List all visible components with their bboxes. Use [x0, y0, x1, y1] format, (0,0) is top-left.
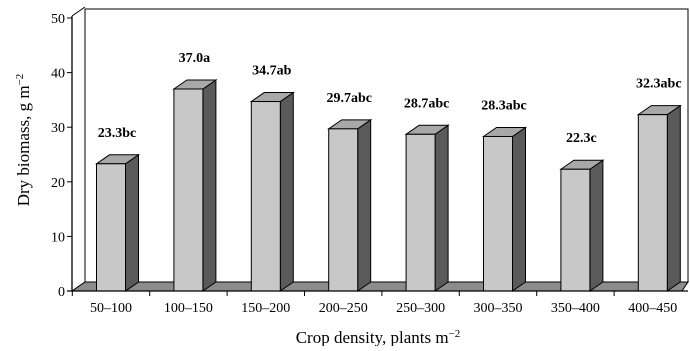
chart-walls	[70, 8, 689, 292]
bar-front	[250, 101, 281, 292]
data-label: 28.3abc	[481, 98, 527, 113]
x-tick-label: 350–400	[551, 301, 600, 316]
y-tick-label: 20	[51, 176, 65, 191]
bar-350–400	[559, 159, 605, 292]
bar-front	[328, 128, 359, 292]
y-axis-title: Dry biomass, g m−2	[14, 74, 33, 207]
x-tick-label: 400–450	[628, 301, 677, 316]
data-label: 22.3c	[566, 131, 597, 146]
bar-front	[637, 114, 668, 292]
bar-side	[279, 91, 294, 292]
x-tick-label: 100–150	[164, 301, 213, 316]
bar-250–300	[404, 124, 450, 292]
y-axis: 0 10 20 30 40 50	[51, 6, 86, 300]
y-axis-title-text: Dry biomass, g m	[14, 85, 33, 206]
bar-front	[405, 133, 436, 292]
y-tick-label: 10	[51, 230, 65, 245]
data-label: 37.0a	[179, 51, 211, 66]
y-axis-title-exponent: −2	[14, 74, 26, 86]
data-label: 23.3bc	[98, 126, 137, 141]
bar-400–450	[636, 104, 682, 292]
x-axis: 50–100 100–150 150–200 200–250 250–300 300–35…	[67, 290, 688, 316]
x-axis-title: Crop density, plants m−2	[296, 328, 461, 346]
x-tick-label: 300–350	[474, 301, 523, 316]
y-tick-label: 40	[51, 67, 65, 82]
bar-50–100	[94, 153, 141, 292]
x-tick-label: 200–250	[319, 301, 368, 316]
bar-side	[666, 104, 681, 292]
bar-side	[434, 124, 449, 292]
bar-side	[202, 79, 217, 292]
x-tick-label: 50–100	[90, 301, 132, 316]
x-tick-label: 150–200	[241, 301, 290, 316]
bar-200–250	[327, 118, 373, 292]
bar-100–150	[172, 79, 218, 292]
y-tick-label: 50	[51, 12, 65, 27]
bar-side	[589, 159, 604, 292]
bar-300–350	[481, 126, 528, 292]
bar-side	[125, 153, 139, 292]
bar-front	[96, 163, 126, 292]
x-axis-title-text: Crop density, plants m	[296, 328, 449, 346]
x-tick-label: 250–300	[396, 301, 445, 316]
y-tick-label: 30	[51, 121, 65, 136]
bars: 23.3bc 37.0a 34.7ab 29.7abc 28.7abc 28.3abc 22…	[94, 51, 682, 292]
bar-side	[357, 118, 372, 292]
data-label: 34.7ab	[252, 64, 292, 79]
data-label: 29.7abc	[326, 91, 372, 106]
bar-150–200	[249, 91, 295, 292]
y-axis-top-edge	[71, 6, 86, 17]
bar-front	[483, 135, 513, 292]
bar-front	[173, 88, 204, 292]
bar-front	[560, 168, 591, 292]
x-axis-title-exponent: −2	[449, 328, 461, 340]
data-label: 32.3abc	[636, 77, 682, 92]
data-label: 28.7abc	[404, 96, 450, 111]
bar-side	[512, 126, 526, 292]
y-tick-label: 0	[58, 285, 65, 300]
